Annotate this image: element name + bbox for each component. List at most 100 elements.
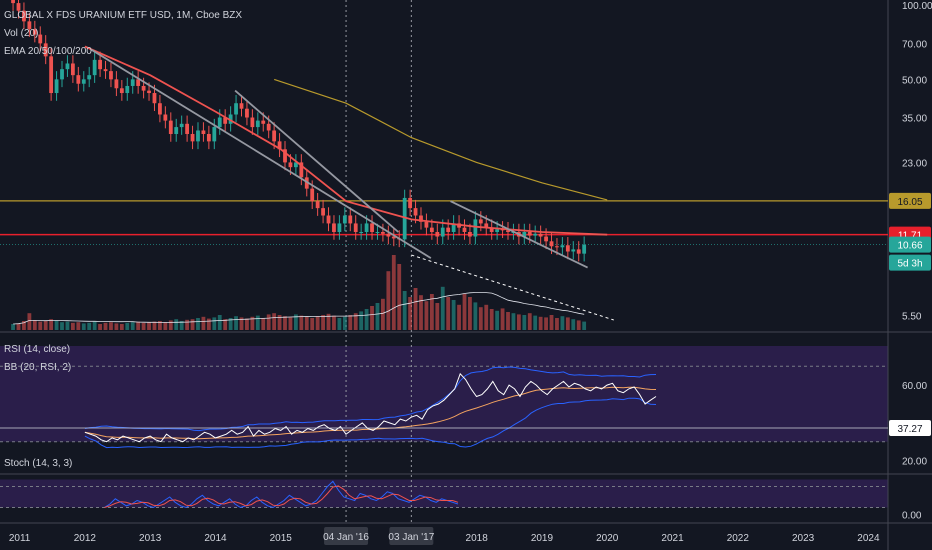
volume-bar bbox=[54, 320, 59, 330]
volume-bar bbox=[332, 315, 336, 330]
candle-body bbox=[206, 133, 211, 142]
rsi-tag-label: 37.27 bbox=[897, 424, 922, 435]
candle-body bbox=[65, 63, 70, 70]
volume-bar bbox=[255, 315, 260, 330]
candle-body bbox=[168, 120, 173, 134]
candle-body bbox=[196, 130, 200, 142]
volume-bar bbox=[217, 315, 222, 330]
trendline[interactable] bbox=[234, 89, 399, 233]
trendline[interactable] bbox=[450, 200, 588, 269]
volume-bar bbox=[527, 313, 532, 330]
volume-bar bbox=[125, 322, 130, 330]
volume-bar bbox=[92, 321, 97, 330]
price-tick-label: 35.00 bbox=[902, 114, 927, 125]
volume-bar bbox=[223, 319, 228, 330]
volume-bar bbox=[440, 286, 445, 330]
volume-bar bbox=[245, 318, 249, 330]
candle-body bbox=[38, 34, 43, 44]
candle-body bbox=[141, 85, 146, 91]
volume-bar bbox=[196, 318, 200, 330]
candle-body bbox=[533, 233, 538, 236]
year-tick-label: 2022 bbox=[727, 533, 750, 544]
volume-bar bbox=[549, 315, 554, 330]
volume-bar bbox=[206, 318, 211, 330]
bb-indicator-label[interactable]: BB (20, RSI, 2) bbox=[4, 362, 72, 373]
price-tag-label: 10.66 bbox=[897, 241, 922, 252]
candle-body bbox=[54, 79, 59, 94]
volume-ma-line bbox=[13, 292, 585, 325]
stoch-tick-label: 0.00 bbox=[902, 511, 922, 522]
ema200-line[interactable] bbox=[274, 78, 608, 201]
rsi-line[interactable] bbox=[84, 372, 657, 443]
trendline[interactable] bbox=[90, 48, 432, 259]
volume-bar bbox=[337, 318, 342, 330]
volume-bar bbox=[49, 319, 54, 330]
candle-body bbox=[32, 29, 37, 35]
volume-indicator-label[interactable]: Vol (20) bbox=[4, 28, 39, 39]
volume-bar bbox=[565, 317, 570, 330]
symbol-title[interactable]: GLOBAL X FDS URANIUM ETF USD, 1M, Cboe B… bbox=[4, 10, 243, 21]
volume-bar bbox=[11, 324, 15, 330]
crosshair-time-label: 03 Jan '17 bbox=[388, 532, 434, 543]
volume-bar bbox=[462, 294, 467, 330]
year-tick-label: 2018 bbox=[466, 533, 489, 544]
candle-body bbox=[495, 229, 500, 232]
volume-bar bbox=[130, 322, 135, 330]
candle-body bbox=[76, 75, 81, 84]
volume-bar bbox=[98, 324, 102, 330]
volume-bar bbox=[163, 322, 168, 330]
ema20-line[interactable] bbox=[84, 45, 608, 236]
candle-body bbox=[119, 88, 124, 94]
candle-body bbox=[342, 215, 347, 224]
stoch-k-line[interactable] bbox=[104, 480, 459, 509]
candle-body bbox=[98, 59, 102, 70]
volume-bar bbox=[76, 322, 81, 330]
volume-bar bbox=[250, 316, 255, 330]
volume-bar bbox=[158, 321, 162, 330]
candle-body bbox=[114, 79, 119, 89]
price-tick-label: 5.50 bbox=[902, 311, 922, 322]
volume-bar bbox=[136, 321, 141, 330]
candle-body bbox=[478, 219, 483, 224]
candle-body bbox=[506, 230, 510, 232]
candle-body bbox=[250, 117, 255, 128]
rsi-tick-label: 20.00 bbox=[902, 457, 927, 468]
rsi-tag bbox=[889, 420, 931, 437]
candle-body bbox=[109, 71, 113, 80]
volume-bar bbox=[522, 315, 527, 330]
candle-body bbox=[70, 63, 75, 76]
year-tick-label: 2012 bbox=[74, 533, 97, 544]
price-tag bbox=[889, 192, 931, 209]
candle-body bbox=[103, 69, 108, 72]
candle-body bbox=[413, 208, 418, 216]
candle-body bbox=[261, 120, 266, 124]
volume-bar bbox=[381, 298, 385, 330]
candle-body bbox=[408, 197, 413, 209]
volume-bar bbox=[32, 320, 37, 330]
volume-bar bbox=[185, 319, 190, 330]
candle-body bbox=[158, 103, 162, 115]
candle-body bbox=[544, 236, 548, 242]
volume-bar bbox=[538, 316, 543, 330]
candle-body bbox=[245, 108, 249, 118]
candle-body bbox=[424, 221, 429, 228]
candle-body bbox=[538, 233, 543, 237]
stoch-indicator-label[interactable]: Stoch (14, 3, 3) bbox=[4, 458, 73, 469]
ema-indicator-label[interactable]: EMA 20/50/100/200 bbox=[4, 46, 92, 57]
volume-bar bbox=[473, 302, 478, 330]
candle-body bbox=[435, 231, 440, 237]
volume-bar bbox=[555, 318, 559, 330]
stoch-d-line[interactable] bbox=[104, 485, 459, 508]
volume-bar bbox=[288, 317, 293, 330]
volume-bar bbox=[359, 311, 364, 330]
candle-body bbox=[212, 127, 217, 142]
volume-bar bbox=[375, 303, 380, 330]
volume-bar bbox=[293, 314, 298, 330]
candle-body bbox=[484, 223, 489, 228]
volume-bar bbox=[70, 322, 75, 330]
rsi-indicator-label[interactable]: RSI (14, close) bbox=[4, 344, 71, 355]
candle-body bbox=[174, 127, 179, 134]
volume-bar bbox=[239, 317, 244, 330]
price-tag-label: 5d 3h bbox=[897, 259, 922, 270]
